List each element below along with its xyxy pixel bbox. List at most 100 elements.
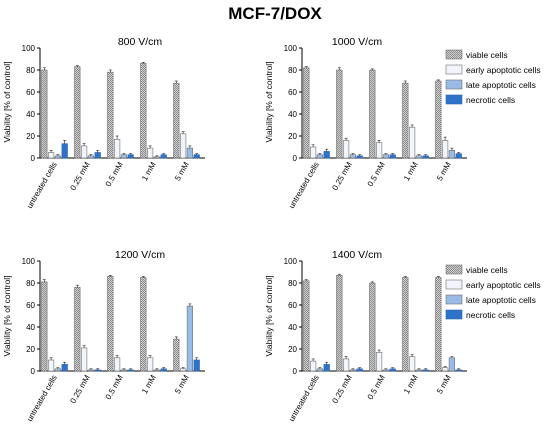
y-tick-label: 20 [288, 345, 297, 354]
bar-early-2 [342, 358, 350, 372]
bar-necrotic-1 [323, 151, 330, 159]
legend-swatch-necrotic [445, 94, 463, 105]
bar-necrotic-2 [356, 155, 363, 159]
bar-late-4 [415, 155, 423, 159]
bar-late-4 [415, 369, 423, 372]
bar-late-5 [448, 357, 456, 372]
bar-viable-2 [74, 66, 81, 159]
y-tick-label: 20 [26, 132, 35, 141]
bar-early-2 [81, 145, 88, 159]
x-tick-label: untreated cells [25, 374, 59, 424]
x-tick-label: 1 mM [140, 373, 158, 395]
legend: viable cells early apoptotic cells late ap… [445, 264, 541, 320]
figure-title: MCF-7/DOX [228, 4, 322, 23]
bar-necrotic-2 [356, 368, 363, 372]
bar-necrotic-1 [323, 364, 330, 372]
y-tick-label: 60 [26, 88, 35, 97]
y-axis-label: Viability [% of control] [264, 61, 274, 142]
legend-swatch-early [445, 64, 463, 75]
legend-label-necrotic: necrotic cells [466, 95, 515, 105]
y-tick-label: 80 [288, 66, 297, 75]
bar-late-1 [316, 154, 324, 159]
x-tick-label: 0.5 mM [366, 160, 387, 188]
y-tick-label: 80 [26, 279, 35, 288]
bar-necrotic-3 [389, 368, 396, 372]
x-tick-label: 0.25 mM [68, 160, 92, 192]
chart-title: 1000 V/cm [332, 36, 382, 48]
x-tick-label: 5 mM [173, 160, 191, 182]
y-tick-label: 20 [288, 132, 297, 141]
legend-swatch-late [445, 79, 463, 90]
legend-label-early: early apoptotic cells [466, 65, 541, 75]
bar-early-1 [309, 146, 317, 159]
bar-early-2 [342, 140, 350, 159]
x-tick-label: 1 mM [140, 160, 158, 182]
bar-late-3 [120, 369, 127, 372]
bar-late-5 [186, 305, 194, 372]
bar-early-4 [147, 147, 154, 159]
x-tick-label: 5 mM [435, 373, 453, 395]
bar-early-4 [147, 357, 154, 372]
bar-viable-1 [303, 280, 310, 372]
bar-early-5 [441, 140, 449, 159]
y-tick-label: 40 [288, 323, 297, 332]
y-tick-label: 40 [26, 110, 35, 119]
bar-late-1 [316, 368, 324, 372]
bar-necrotic-1 [61, 143, 68, 159]
bar-early-4 [408, 126, 416, 159]
bar-necrotic-2 [94, 369, 101, 372]
bar-early-1 [309, 360, 317, 372]
bar-early-3 [375, 142, 383, 159]
x-tick-label: 0.5 mM [104, 160, 125, 188]
legend-swatch-necrotic [445, 309, 463, 320]
y-tick-label: 100 [22, 44, 36, 53]
bar-late-2 [349, 369, 357, 372]
bar-late-5 [186, 147, 194, 159]
bar-necrotic-1 [61, 364, 68, 372]
bar-late-5 [448, 150, 456, 159]
legend: viable cells early apoptotic cells late ap… [445, 49, 541, 105]
legend-label-early: early apoptotic cells [466, 280, 541, 290]
bar-necrotic-5 [455, 153, 462, 159]
bar-viable-3 [107, 71, 114, 159]
bar-viable-1 [41, 281, 48, 372]
y-tick-label: 60 [288, 88, 297, 97]
legend-label-necrotic: necrotic cells [466, 310, 515, 320]
y-tick-label: 40 [288, 110, 297, 119]
bar-viable-3 [369, 282, 376, 372]
bar-early-5 [180, 133, 187, 159]
bar-late-4 [153, 156, 161, 159]
x-tick-label: untreated cells [25, 161, 59, 211]
chart-title: 1400 V/cm [332, 249, 382, 261]
x-tick-label: 5 mM [435, 160, 453, 182]
y-tick-label: 100 [284, 44, 298, 53]
x-tick-label: 0.5 mM [366, 373, 387, 401]
bar-viable-2 [336, 274, 343, 372]
bar-necrotic-5 [193, 359, 200, 372]
bar-viable-2 [336, 69, 343, 159]
bar-necrotic-3 [127, 369, 134, 372]
x-tick-label: 0.5 mM [104, 373, 125, 401]
x-tick-label: 1 mM [402, 160, 420, 182]
legend-swatch-early [445, 279, 463, 290]
chart-title: 1200 V/cm [115, 249, 165, 261]
bar-viable-5 [173, 338, 180, 372]
bar-viable-4 [140, 277, 147, 372]
y-axis-label: Viability [% of control] [2, 61, 12, 142]
legend-swatch-viable [445, 264, 463, 275]
bar-necrotic-3 [127, 154, 134, 159]
bar-necrotic-3 [389, 154, 396, 159]
y-tick-label: 0 [31, 154, 36, 163]
y-tick-label: 60 [288, 301, 297, 310]
y-tick-label: 0 [31, 367, 36, 376]
x-tick-label: untreated cells [287, 374, 321, 424]
bar-late-3 [382, 369, 390, 372]
bar-necrotic-4 [160, 368, 167, 372]
bar-viable-5 [173, 82, 180, 159]
bar-viable-4 [402, 82, 409, 159]
x-tick-label: 5 mM [173, 373, 191, 395]
chart-panel-2: 1000 V/cm Viability [% of control] 0 20 40 60… [264, 36, 467, 210]
legend-label-viable: viable cells [466, 50, 508, 60]
x-tick-label: untreated cells [287, 161, 321, 211]
bar-early-3 [114, 139, 121, 159]
